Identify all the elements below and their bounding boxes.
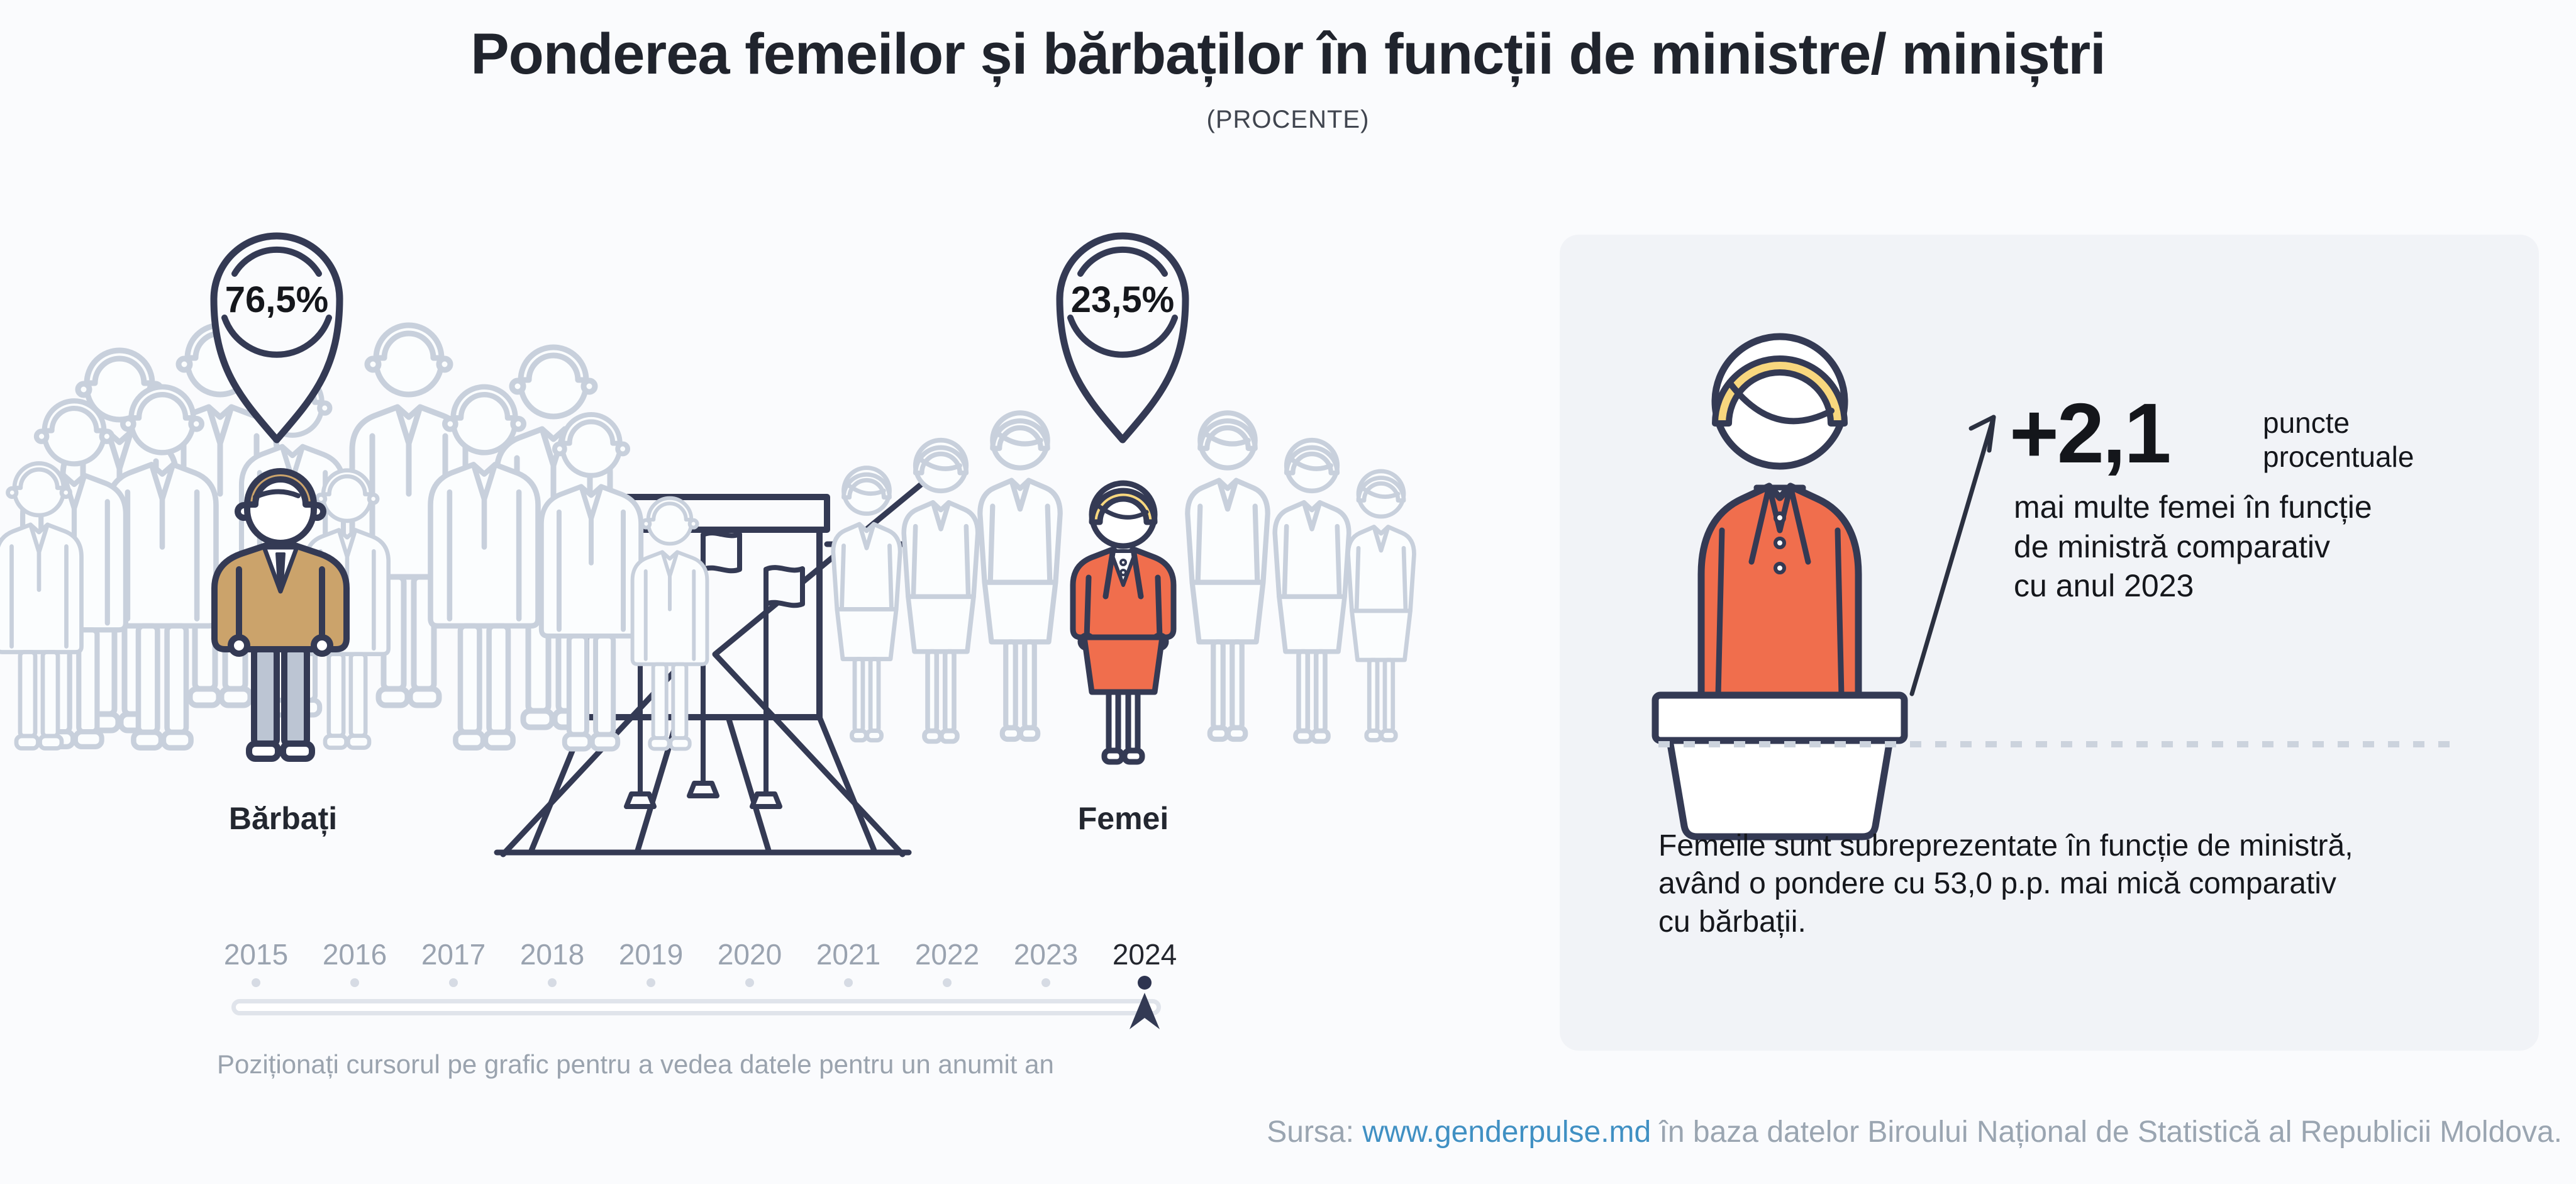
source-suffix: în baza datelor Biroului Național de Sta…: [1651, 1115, 2562, 1149]
timeline-dot-2018[interactable]: [548, 978, 557, 987]
crowd-figure: [1348, 471, 1414, 740]
woman-at-podium-icon: [1652, 333, 1908, 841]
delta-value: +2,1: [2009, 386, 2172, 481]
female-share-pin: 23,5%: [1056, 232, 1189, 444]
timeline-year-2019[interactable]: 2019: [618, 938, 684, 971]
male-minister-figure: [211, 468, 350, 762]
timeline-year-2024[interactable]: 2024: [1112, 938, 1177, 971]
genderpulse-link[interactable]: www.genderpulse.md: [1362, 1115, 1652, 1149]
crowd-figure: [1275, 440, 1349, 742]
gender-share-scene: 76,5% 23,5%: [0, 232, 1446, 857]
timeline-dot-2019[interactable]: [647, 978, 655, 987]
gap-note: Femeile sunt subreprezentate în funcție …: [1658, 829, 2353, 939]
dashed-divider: [1658, 741, 2454, 747]
male-share-pin: 76,5%: [210, 232, 343, 444]
female-share-value: 23,5%: [1071, 279, 1174, 320]
male-group-label: Bărbați: [228, 801, 338, 836]
crowd-figure: [1187, 413, 1267, 739]
source-line: Sursa: www.genderpulse.md în baza datelo…: [1267, 1115, 2562, 1149]
year-slider-cursor[interactable]: [1128, 993, 1161, 1032]
delta-description: mai multe femei în funcție de ministră c…: [2014, 489, 2372, 603]
timeline-dot-2023[interactable]: [1041, 978, 1050, 987]
delta-unit: puncte procentuale: [2263, 406, 2414, 474]
timeline-dot-2020[interactable]: [745, 978, 754, 987]
timeline-dot-2016[interactable]: [350, 978, 359, 987]
men-crowd: [0, 325, 707, 749]
insight-panel: +2,1 puncte procentuale mai multe femei …: [1560, 235, 2539, 1051]
timeline-dot-2021[interactable]: [844, 978, 853, 987]
timeline-year-2018[interactable]: 2018: [519, 938, 585, 971]
slider-cursor-icon[interactable]: [1130, 993, 1160, 1029]
page-subtitle: (PROCENTE): [1206, 106, 1370, 133]
timeline-year-2017[interactable]: 2017: [421, 938, 486, 971]
year-slider-track[interactable]: [231, 999, 1161, 1015]
timeline-year-2015[interactable]: 2015: [223, 938, 289, 971]
timeline-dot-2015[interactable]: [252, 978, 260, 987]
timeline-year-2021[interactable]: 2021: [816, 938, 881, 971]
source-prefix: Sursa:: [1267, 1115, 1363, 1149]
female-minister-figure: [1070, 480, 1177, 765]
timeline-year-2020[interactable]: 2020: [717, 938, 782, 971]
page-title: Ponderea femeilor și bărbaților în funcț…: [470, 22, 2106, 86]
timeline-year-2023[interactable]: 2023: [1013, 938, 1079, 971]
increase-arrow-icon: [1909, 415, 1996, 696]
male-share-value: 76,5%: [225, 279, 328, 320]
timeline-year-2016[interactable]: 2016: [322, 938, 387, 971]
slider-hint: Poziționați cursorul pe grafic pentru a …: [217, 1049, 1054, 1079]
timeline-dot-2017[interactable]: [449, 978, 458, 987]
timeline-dot-2024[interactable]: [1138, 976, 1152, 990]
crowd-figure: [980, 413, 1060, 739]
timeline-dot-2022[interactable]: [943, 978, 952, 987]
timeline-years: 2015 2016 2017 2018 2019 2020 2021 2022 2023 2024: [0, 937, 1446, 973]
timeline-year-2022[interactable]: 2022: [914, 938, 980, 971]
female-group-label: Femei: [1077, 801, 1169, 836]
crowd-figure: [904, 440, 978, 742]
